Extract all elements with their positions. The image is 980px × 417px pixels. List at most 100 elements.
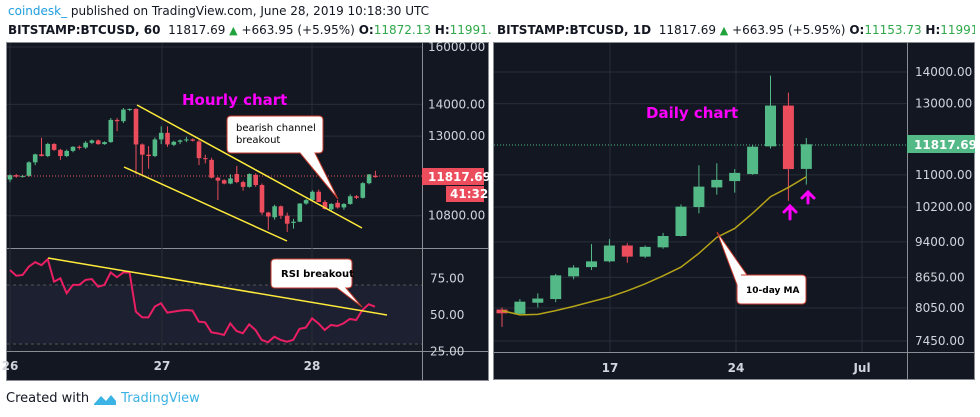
candle: [146, 146, 151, 169]
channel-upper-trendline[interactable]: [136, 104, 363, 229]
candle-body: [284, 215, 290, 224]
change: +663.95 (+5.95%): [732, 23, 846, 37]
candle-body: [121, 109, 126, 122]
candle: [568, 265, 580, 280]
symbol: BITSTAMP:BTCUSD, 60: [8, 23, 161, 37]
candle-body: [711, 179, 723, 188]
price-tick-label: 13000.00: [915, 97, 972, 111]
callout-line-2: breakout: [236, 135, 280, 146]
candle: [765, 75, 776, 149]
candle: [45, 142, 51, 158]
hourly-panel-frame: [6, 42, 489, 381]
price-tick-label: 11000.00: [915, 168, 972, 182]
high-label: H:: [434, 23, 450, 37]
candle-body: [215, 177, 221, 181]
candle-body: [20, 175, 25, 177]
price-tick-label: 7450.00: [915, 334, 965, 348]
publisher-link[interactable]: coindesk_: [8, 4, 68, 18]
ma-callout[interactable]: [716, 231, 807, 305]
tradingview-link[interactable]: TradingView: [121, 391, 200, 406]
ma-callout-text: 10-day MA: [746, 286, 799, 296]
candle-body: [532, 298, 544, 303]
ma-10-line: [501, 176, 807, 316]
candle: [278, 205, 284, 219]
candle-body: [291, 221, 296, 223]
candle: [693, 165, 705, 214]
tradingview-logo-icon: [94, 394, 117, 405]
candle-body: [209, 159, 214, 178]
candle-body: [329, 203, 334, 210]
daily-chart-panel: 14000.00 13000.00 11000.00 10200.00 9400.00 8…: [493, 42, 977, 380]
time-tick-label: 17: [602, 361, 619, 375]
candle: [729, 169, 741, 193]
candle-body: [675, 206, 687, 237]
price-tick-label: 10800.00: [428, 209, 485, 223]
rsi-breakout-callout[interactable]: [270, 258, 363, 308]
candle: [39, 137, 44, 157]
candle-body: [354, 196, 359, 198]
candle: [586, 244, 597, 270]
rsi-tick-label: 50.00: [430, 308, 464, 322]
candle-body: [782, 105, 794, 170]
time-tick-label: 28: [304, 359, 321, 373]
high-value: 11991.44: [940, 23, 975, 37]
candle-body: [32, 154, 38, 163]
candle: [203, 154, 208, 164]
rsi-trendline[interactable]: [47, 257, 388, 316]
candle-body: [234, 174, 240, 183]
candle: [83, 141, 88, 149]
candle: [639, 245, 651, 259]
candle-body: [133, 108, 139, 145]
candle: [297, 203, 303, 223]
candle-body: [568, 267, 580, 277]
price-tick-label: 16000.00: [428, 40, 485, 54]
rsi-line: [9, 257, 376, 344]
candle: [70, 146, 76, 153]
candle-body: [373, 175, 378, 178]
candle: [64, 149, 69, 158]
last-price-badge: [907, 135, 975, 153]
candle-body: [550, 275, 562, 300]
change: +663.95 (+5.95%): [241, 23, 355, 37]
candle: [133, 108, 139, 175]
candle: [291, 218, 296, 229]
candle: [532, 293, 544, 308]
candle-body: [253, 174, 258, 186]
rsi-callout-text: RSI breakout: [281, 269, 354, 280]
price-tick-label: 10200.00: [915, 200, 972, 214]
arrow-up-icon: [800, 189, 816, 205]
candle: [782, 92, 794, 201]
candle: [234, 165, 240, 184]
candle: [711, 163, 723, 195]
symbol: BITSTAMP:BTCUSD, 1D: [497, 23, 652, 37]
candle: [800, 138, 812, 185]
candle: [316, 189, 321, 203]
candle: [603, 239, 615, 263]
candle: [26, 161, 32, 177]
channel-lower-trendline[interactable]: [123, 166, 288, 242]
candle-body: [729, 172, 741, 182]
candle-body: [240, 182, 246, 187]
candle: [171, 140, 177, 147]
candle: [165, 126, 170, 147]
rsi-pane: [7, 249, 422, 351]
candle: [747, 144, 759, 175]
candle: [228, 174, 233, 185]
candle-body: [177, 140, 183, 142]
candle: [266, 211, 271, 230]
candle: [303, 198, 309, 205]
candle: [341, 203, 347, 210]
candle-body: [310, 191, 315, 201]
candle-body: [266, 212, 271, 217]
candle-body: [247, 174, 252, 187]
candle: [360, 182, 366, 199]
candle-body: [26, 162, 32, 176]
candle: [284, 212, 290, 232]
bearish-breakout-callout[interactable]: [226, 115, 339, 200]
rsi-tick-label: 25.00: [430, 345, 464, 359]
time-tick-label: 27: [154, 359, 171, 373]
candle: [196, 140, 202, 166]
candle-body: [514, 301, 526, 314]
candle-body: [83, 142, 88, 148]
